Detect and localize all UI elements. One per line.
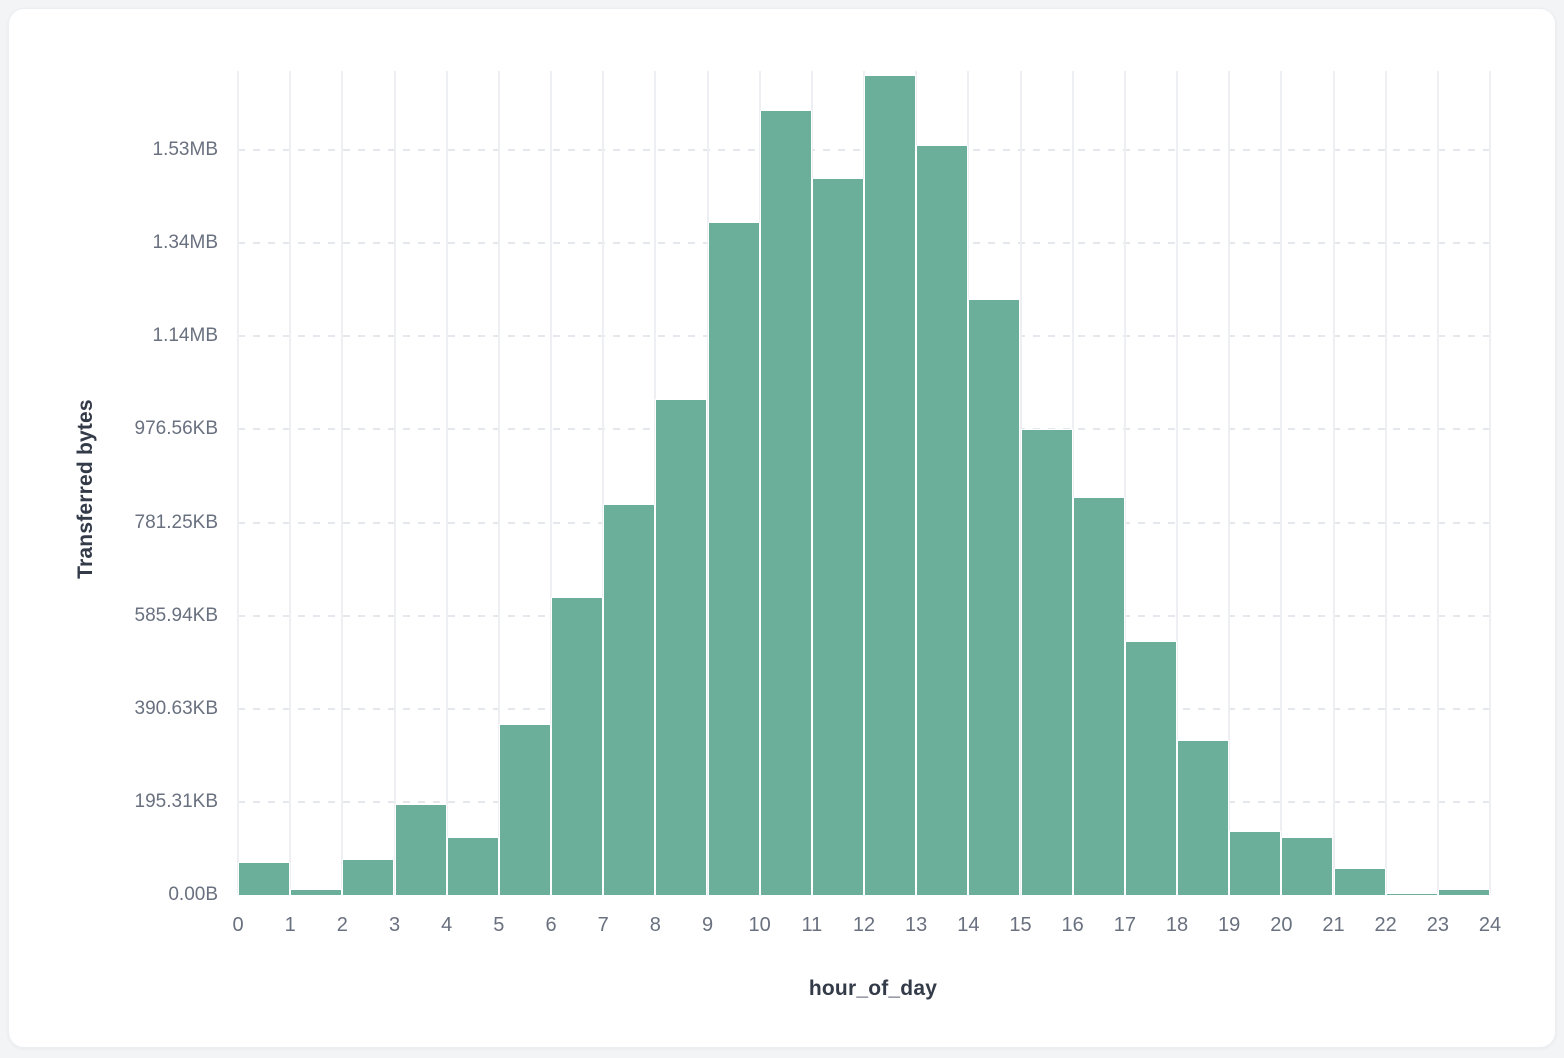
x-tick-label: 3 [388, 914, 401, 936]
x-tick-label: 7 [597, 914, 609, 936]
v-gridline [1228, 71, 1231, 895]
y-tick-label: 976.56KB [134, 418, 218, 440]
v-gridline [289, 71, 292, 895]
v-gridline [1436, 71, 1439, 895]
y-tick-label: 195.31KB [134, 790, 218, 812]
x-tick-label: 8 [649, 914, 661, 936]
x-tick-label: 23 [1426, 914, 1449, 936]
bar-hour-18[interactable] [1177, 739, 1230, 895]
y-tick-label: 781.25KB [134, 511, 218, 533]
v-gridline [550, 71, 552, 895]
y-tick-label: 1.53MB [152, 139, 218, 161]
bar-hour-22[interactable] [1385, 893, 1438, 895]
plot-area [237, 71, 1491, 895]
bar-hour-6[interactable] [551, 597, 604, 895]
v-gridline [237, 71, 239, 895]
bar-hour-19[interactable] [1229, 831, 1282, 895]
x-tick-label: 21 [1322, 914, 1345, 936]
v-gridline [1489, 71, 1491, 895]
x-tick-label: 11 [801, 914, 823, 936]
x-tick-label: 15 [1009, 914, 1032, 936]
bar-hour-1[interactable] [290, 888, 343, 895]
v-gridline [1176, 71, 1178, 895]
bar-hour-5[interactable] [498, 723, 551, 895]
v-gridline [1332, 71, 1335, 895]
bar-hour-10[interactable] [759, 109, 812, 895]
v-gridline [1123, 71, 1126, 895]
x-tick-label: 6 [545, 914, 557, 936]
x-tick-label: 10 [748, 914, 771, 936]
bar-hour-11[interactable] [811, 178, 864, 895]
x-tick-label: 22 [1374, 914, 1397, 936]
x-tick-label: 18 [1165, 914, 1189, 936]
v-gridline [1280, 71, 1283, 895]
bar-hour-2[interactable] [342, 859, 395, 895]
y-tick-label: 1.34MB [152, 232, 218, 254]
y-axis-title: Transferred bytes [74, 399, 97, 579]
x-tick-label: 5 [493, 914, 505, 936]
v-gridline [1384, 71, 1387, 895]
bar-hour-14[interactable] [968, 299, 1021, 895]
x-tick-label: 2 [336, 914, 348, 936]
y-tick-label: 1.14MB [152, 325, 218, 347]
x-tick-label: 20 [1270, 914, 1293, 936]
x-tick-label: 4 [441, 914, 453, 936]
x-tick-label: 17 [1113, 914, 1136, 936]
bar-hour-9[interactable] [707, 222, 760, 895]
x-axis-title: hour_of_day [808, 977, 938, 1000]
bar-hour-8[interactable] [655, 398, 708, 895]
bar-hour-17[interactable] [1124, 640, 1177, 895]
bar-hour-12[interactable] [864, 74, 917, 895]
x-tick-label: 14 [957, 914, 980, 936]
x-tick-label: 9 [701, 914, 714, 936]
y-tick-label: 390.63KB [134, 697, 218, 719]
x-tick-label: 19 [1218, 914, 1241, 936]
x-tick-label: 13 [905, 914, 928, 936]
x-tick-label: 12 [852, 914, 876, 936]
bar-hour-0[interactable] [238, 862, 291, 895]
x-tick-label: 24 [1478, 914, 1502, 936]
bar-hour-23[interactable] [1437, 889, 1490, 895]
v-gridline [393, 71, 396, 895]
y-tick-label: 0.00B [168, 884, 218, 905]
bar-hour-4[interactable] [446, 837, 499, 895]
bar-hour-20[interactable] [1281, 837, 1334, 895]
x-tick-label: 1 [284, 914, 296, 936]
bar-hour-3[interactable] [394, 804, 447, 895]
v-gridline [341, 71, 344, 895]
v-gridline [445, 71, 448, 895]
bar-hour-7[interactable] [603, 504, 656, 895]
x-tick-label: 16 [1061, 914, 1084, 936]
bar-hour-16[interactable] [1072, 497, 1125, 895]
v-gridline [602, 71, 605, 895]
v-gridline [1071, 71, 1074, 895]
v-gridline [497, 71, 500, 895]
bar-hour-21[interactable] [1333, 868, 1386, 895]
bar-hour-13[interactable] [916, 144, 969, 895]
x-tick-label: 0 [232, 914, 244, 936]
y-tick-label: 585.94KB [134, 604, 218, 626]
bar-hour-15[interactable] [1020, 429, 1073, 895]
